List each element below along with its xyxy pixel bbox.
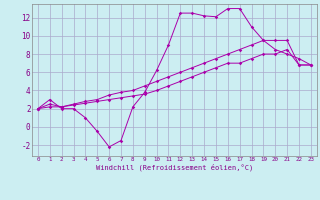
X-axis label: Windchill (Refroidissement éolien,°C): Windchill (Refroidissement éolien,°C) [96, 164, 253, 171]
